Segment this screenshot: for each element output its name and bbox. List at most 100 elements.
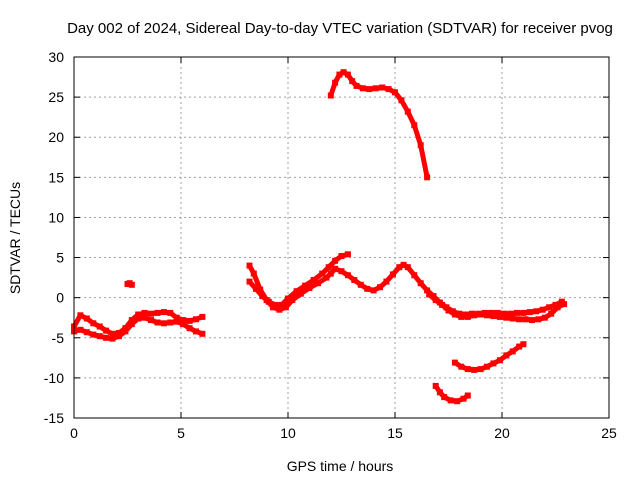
data-point (501, 310, 508, 317)
data-point (90, 320, 97, 327)
data-point (96, 333, 103, 340)
data-point (351, 277, 358, 283)
data-point (193, 328, 199, 335)
data-point (424, 174, 431, 181)
data-point (561, 301, 568, 308)
data-point (285, 295, 291, 302)
data-point (293, 288, 300, 295)
data-point (319, 270, 326, 277)
data-point (364, 285, 371, 292)
data-point (464, 366, 471, 373)
series-arc-high (327, 69, 431, 181)
data-point (282, 304, 289, 311)
data-point (516, 316, 523, 323)
data-point (417, 142, 424, 149)
data-point (383, 278, 390, 285)
data-point (199, 313, 206, 320)
data-point (366, 86, 373, 93)
data-point (109, 335, 116, 342)
data-point (471, 366, 478, 373)
data-point (509, 348, 516, 355)
data-point (141, 314, 148, 321)
data-point (257, 286, 264, 293)
data-point (439, 301, 446, 308)
data-point (186, 317, 193, 324)
data-point (252, 285, 259, 292)
y-tick-label: 5 (56, 250, 64, 266)
data-point (458, 313, 465, 320)
data-point (327, 92, 334, 99)
data-point (128, 317, 135, 324)
x-axis-label: GPS time / hours (287, 458, 394, 474)
data-point (141, 309, 148, 316)
data-point (265, 298, 272, 305)
data-point (135, 311, 142, 318)
data-point (332, 257, 339, 264)
data-point (398, 97, 405, 104)
data-point (259, 293, 266, 300)
data-point (154, 319, 161, 326)
data-point (400, 261, 407, 268)
data-point (370, 287, 377, 294)
data-point (554, 304, 561, 311)
data-point (83, 315, 90, 322)
data-point (411, 122, 418, 129)
data-point (276, 306, 283, 313)
data-point (289, 297, 296, 304)
data-point (509, 315, 516, 322)
data-point (154, 309, 161, 316)
data-point (441, 394, 448, 401)
series-arc-low-b (451, 341, 527, 373)
series-arc-low-a (432, 382, 471, 405)
data-point (96, 323, 103, 330)
data-point (122, 328, 129, 335)
data-point (199, 330, 206, 337)
data-point (496, 357, 503, 364)
data-point (494, 309, 501, 316)
y-tick-label: -15 (44, 410, 64, 426)
data-point (173, 314, 180, 321)
y-tick-label: 10 (48, 209, 64, 225)
data-point (77, 312, 84, 319)
plot-area-frame (73, 56, 610, 419)
data-point (488, 309, 495, 316)
data-point (490, 313, 497, 320)
data-point (160, 309, 167, 316)
data-point (396, 264, 403, 271)
data-point (306, 285, 313, 291)
data-point (445, 307, 452, 314)
data-point (432, 382, 439, 389)
data-point (272, 301, 279, 308)
data-point (436, 389, 443, 396)
axis-tick-labels: 0 5 10 15 20 25 -15 -10 -5 0 5 10 15 20 25 30 (44, 49, 617, 441)
data-point (464, 313, 471, 320)
data-point (115, 333, 122, 340)
data-point (379, 84, 386, 91)
data-point (447, 397, 454, 404)
data-point (338, 253, 345, 259)
data-point (135, 315, 142, 322)
data-point (424, 287, 431, 294)
data-point (246, 278, 253, 285)
data-point (336, 71, 343, 78)
data-point (344, 272, 351, 279)
data-point (338, 268, 345, 275)
data-point (514, 309, 520, 316)
data-point (349, 78, 356, 85)
data-point (426, 291, 433, 298)
data-point (451, 359, 458, 366)
x-tick-label: 20 (494, 425, 510, 441)
data-point (310, 277, 317, 283)
data-point (432, 297, 439, 304)
data-point (250, 270, 257, 277)
data-point (90, 331, 97, 338)
data-point (484, 363, 490, 370)
data-point (507, 310, 514, 317)
data-point (148, 310, 154, 317)
series-arc-midday-b (246, 251, 351, 308)
data-point (180, 317, 187, 324)
data-point (302, 282, 309, 289)
data-point (477, 366, 484, 373)
data-point (477, 311, 484, 318)
